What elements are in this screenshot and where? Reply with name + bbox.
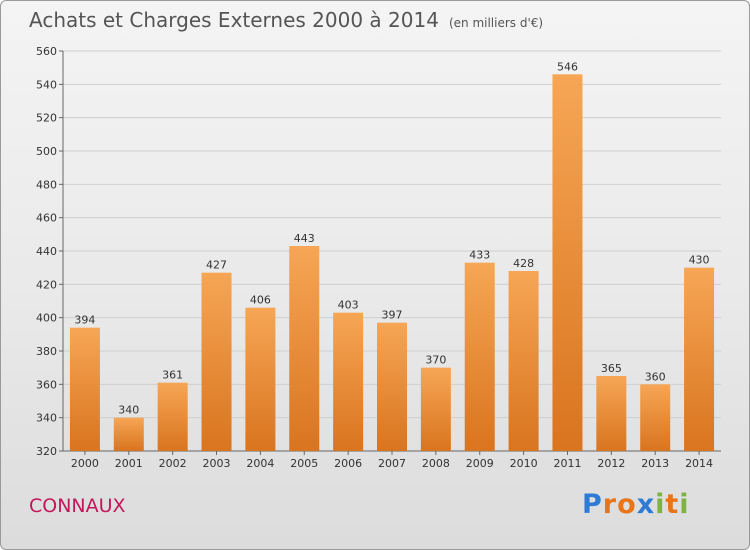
- bar-value-label: 361: [162, 369, 183, 382]
- bar-value-label: 430: [689, 254, 710, 267]
- bar: [552, 74, 583, 451]
- x-tick-label: 2011: [553, 457, 581, 470]
- y-tick-label: 480: [36, 178, 57, 191]
- chart-title: Achats et Charges Externes 2000 à 2014 (e…: [29, 8, 543, 32]
- commune-name: CONNAUX: [29, 495, 126, 517]
- bar-value-label: 360: [645, 370, 666, 383]
- y-tick-label: 520: [36, 112, 57, 125]
- y-tick-label: 340: [36, 412, 57, 425]
- bar-value-label: 427: [206, 259, 227, 272]
- bar-value-label: 546: [557, 60, 578, 73]
- x-tick-label: 2007: [378, 457, 406, 470]
- proxiti-logo[interactable]: Proxiti: [582, 489, 690, 520]
- bar-value-label: 397: [382, 309, 403, 322]
- y-tick-label: 400: [36, 312, 57, 325]
- bar: [333, 312, 364, 451]
- x-tick-label: 2000: [71, 457, 99, 470]
- bar-value-label: 394: [74, 314, 95, 327]
- bar: [157, 382, 188, 451]
- logo-letter: x: [636, 489, 656, 520]
- bar: [508, 271, 539, 451]
- bar-value-label: 443: [294, 232, 315, 245]
- logo-letter: r: [602, 489, 618, 520]
- x-tick-label: 2014: [685, 457, 713, 470]
- bar: [113, 417, 144, 451]
- logo-letter: t: [665, 489, 680, 520]
- logo-letter: P: [582, 489, 603, 520]
- y-tick-label: 440: [36, 245, 57, 258]
- bar: [69, 327, 100, 451]
- bar-value-label: 406: [250, 294, 271, 307]
- x-tick-label: 2008: [422, 457, 450, 470]
- bar-value-label: 403: [338, 299, 359, 312]
- x-tick-label: 2004: [246, 457, 274, 470]
- bar-value-label: 428: [513, 257, 534, 270]
- bar: [596, 376, 627, 451]
- y-tick-label: 540: [36, 78, 57, 91]
- x-tick-label: 2001: [115, 457, 143, 470]
- bar: [420, 367, 451, 451]
- bar-value-label: 433: [469, 249, 490, 262]
- y-tick-label: 320: [36, 445, 57, 458]
- chart-unit: (en milliers d'€): [448, 16, 544, 30]
- chart-title-text: Achats et Charges Externes 2000 à 2014: [29, 8, 439, 32]
- y-tick-label: 420: [36, 278, 57, 291]
- x-tick-label: 2003: [203, 457, 231, 470]
- bar-value-label: 370: [425, 354, 446, 367]
- y-tick-label: 560: [36, 45, 57, 58]
- x-tick-label: 2013: [641, 457, 669, 470]
- bar: [684, 267, 715, 451]
- x-tick-label: 2012: [597, 457, 625, 470]
- bars: [69, 74, 715, 451]
- x-tick-label: 2006: [334, 457, 362, 470]
- bar: [245, 307, 276, 451]
- x-tick-label: 2009: [466, 457, 494, 470]
- labels: 320 340 360 380 400 420 440 460 480 500 520 540 560 3…: [36, 45, 713, 470]
- bar: [377, 322, 407, 451]
- bar: [640, 384, 671, 451]
- bar-value-label: 340: [118, 404, 139, 417]
- logo-letter: i: [655, 489, 666, 520]
- x-tick-label: 2010: [510, 457, 538, 470]
- y-tick-label: 360: [36, 378, 57, 391]
- logo-letter: o: [617, 489, 637, 520]
- y-tick-label: 500: [36, 145, 57, 158]
- bar: [289, 246, 320, 451]
- logo-letter: i: [679, 489, 690, 520]
- bar-value-label: 365: [601, 362, 622, 375]
- x-tick-label: 2005: [290, 457, 318, 470]
- y-tick-label: 380: [36, 345, 57, 358]
- x-tick-label: 2002: [159, 457, 187, 470]
- y-tick-label: 460: [36, 212, 57, 225]
- bar: [464, 262, 495, 451]
- bar: [201, 272, 232, 451]
